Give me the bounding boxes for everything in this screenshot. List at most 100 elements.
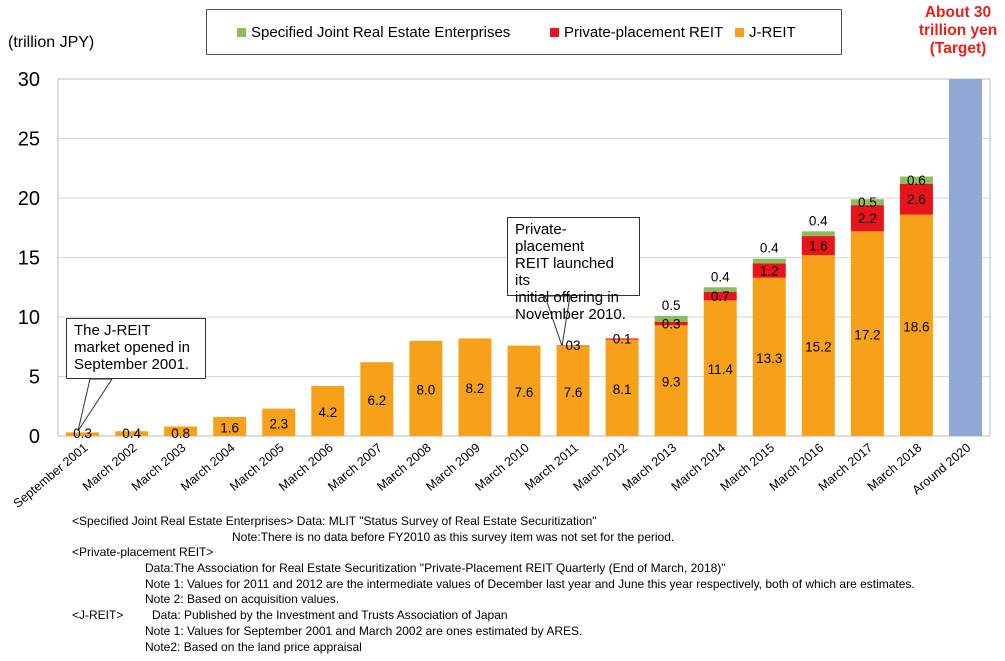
note-line: Note 2: Based on acquisition values.	[145, 592, 340, 606]
data-label-jreit: 13.3	[756, 351, 782, 366]
data-label-private-reit: 1.2	[760, 264, 779, 279]
data-label-private-reit: 0.3	[662, 317, 681, 332]
data-label-sjree: 0.5	[662, 298, 681, 313]
callout-line: REIT launched its	[515, 255, 614, 289]
bar-jreit	[213, 416, 247, 436]
note-line: Note 1: Values for September 2001 and Ma…	[145, 624, 583, 638]
data-label-jreit: 8.0	[417, 382, 436, 397]
callout-leaders	[77, 295, 571, 432]
target-annotation: About 30 trillion yen (Target)	[916, 4, 1000, 58]
bars	[66, 79, 982, 436]
bar-private-reit	[605, 338, 639, 340]
bar-private-reit	[654, 321, 688, 326]
callout-line: market opened in	[74, 339, 190, 356]
bar-jreit	[801, 255, 835, 436]
bar-jreit	[164, 426, 198, 436]
y-tick-label: 20	[18, 188, 40, 210]
bar-jreit	[409, 340, 443, 436]
bar-jreit	[654, 325, 688, 436]
legend: Specified Joint Real Estate Enterprises …	[206, 9, 842, 55]
data-label-jreit: 7.6	[564, 385, 583, 400]
data-label-jreit: 18.6	[903, 319, 929, 334]
callout-pointer	[77, 378, 113, 432]
data-label-jreit: 6.2	[367, 393, 386, 408]
legend-item-jreit: J-REIT	[735, 24, 796, 41]
callout-line: November 2010.	[515, 306, 626, 323]
note-line: Data: Published by the Investment and Tr…	[152, 608, 508, 622]
legend-label: Private-placement REIT	[564, 24, 724, 41]
bar-jreit	[605, 339, 639, 436]
data-label-sjree: 0.5	[858, 195, 877, 210]
bar-sjree	[654, 315, 688, 322]
data-label-jreit: 17.2	[854, 328, 880, 343]
data-label-jreit: 4.2	[318, 405, 337, 420]
bar-jreit	[507, 345, 541, 436]
gridlines	[57, 78, 991, 437]
data-label-sjree: 0.4	[760, 241, 779, 256]
data-label-private-reit: 2.2	[858, 211, 877, 226]
bar-private-reit	[752, 263, 786, 278]
legend-label: Specified Joint Real Estate Enterprises	[251, 24, 511, 41]
bar-jreit	[262, 408, 296, 436]
x-tick-label: September 2001	[11, 441, 91, 511]
legend-item-private-reit: Private-placement REIT	[550, 24, 723, 41]
callout-line: initial offering in	[515, 289, 619, 306]
data-label-private-reit: 0.1	[613, 331, 632, 346]
target-line: trillion yen	[918, 22, 998, 39]
bar-jreit	[703, 300, 737, 436]
y-tick-label: 5	[29, 367, 40, 389]
data-label-jreit: 2.3	[269, 416, 288, 431]
bar-sjree	[703, 287, 737, 293]
callout-line: The J-REIT	[74, 322, 151, 339]
data-label-sjree: 0.6	[907, 173, 926, 188]
bar-jreit	[360, 362, 394, 436]
data-label-jreit: 11.4	[708, 362, 734, 377]
note-line: Data:The Association for Real Estate Sec…	[145, 561, 726, 575]
bar-jreit	[752, 277, 786, 436]
bar-private-reit	[801, 236, 835, 256]
legend-label: J-REIT	[749, 24, 796, 41]
bar-jreit	[556, 345, 590, 436]
bar-private-reit	[703, 292, 737, 301]
bar-sjree	[850, 199, 884, 206]
bar-jreit	[458, 338, 492, 436]
data-label-jreit: 15.2	[805, 340, 831, 355]
bar-private-reit	[850, 205, 884, 232]
y-tick-labels: 0 5 10 15 20 25 30	[18, 69, 40, 448]
callout-pointer	[544, 295, 571, 347]
bar-jreit	[850, 231, 884, 436]
note-line: <J-REIT>	[72, 608, 124, 622]
note-line: Note:There is no data before FY2010 as t…	[232, 530, 675, 544]
data-label-private-reit: 2.6	[907, 192, 926, 207]
callout-private-reit-launch: Private-placement REIT launched its init…	[507, 217, 640, 323]
y-tick-label: 15	[18, 248, 40, 270]
x-tick-label: March 2010	[472, 441, 532, 494]
callout-line: September 2001.	[74, 356, 190, 373]
target-line: About 30	[924, 4, 992, 21]
bar-jreit	[66, 432, 100, 436]
bar-sjree	[899, 176, 933, 184]
data-label-jreit: 0.8	[171, 426, 190, 441]
y-tick-label: 30	[18, 69, 40, 91]
bar-sjree	[752, 258, 786, 264]
data-label-jreit: 8.1	[613, 382, 632, 397]
y-tick-label: 0	[29, 426, 40, 448]
note-line: <Private-placement REIT>	[72, 545, 214, 559]
legend-swatch-red	[550, 28, 559, 37]
data-label-jreit: 7.6	[515, 385, 534, 400]
callout-line: Private-placement	[515, 221, 585, 255]
y-axis-label: (trillion JPY)	[8, 34, 95, 51]
data-label-jreit: 0.3	[73, 426, 92, 441]
note-line: Note 1: Values for 2011 and 2012 are the…	[145, 577, 915, 591]
y-tick-label: 10	[18, 307, 40, 329]
data-label-sjree: 0.4	[809, 213, 828, 228]
data-label-jreit: 1.6	[220, 420, 239, 435]
bar-jreit	[115, 431, 149, 436]
legend-swatch-green	[237, 28, 246, 37]
y-tick-label: 25	[18, 129, 40, 151]
bar-sjree	[801, 231, 835, 237]
note-line: <Specified Joint Real Estate Enterprises…	[72, 514, 597, 528]
data-label-private-reit: 1.6	[809, 239, 828, 254]
data-label-jreit: 0.4	[122, 426, 141, 441]
data-label-sjree: 0.4	[711, 269, 730, 284]
